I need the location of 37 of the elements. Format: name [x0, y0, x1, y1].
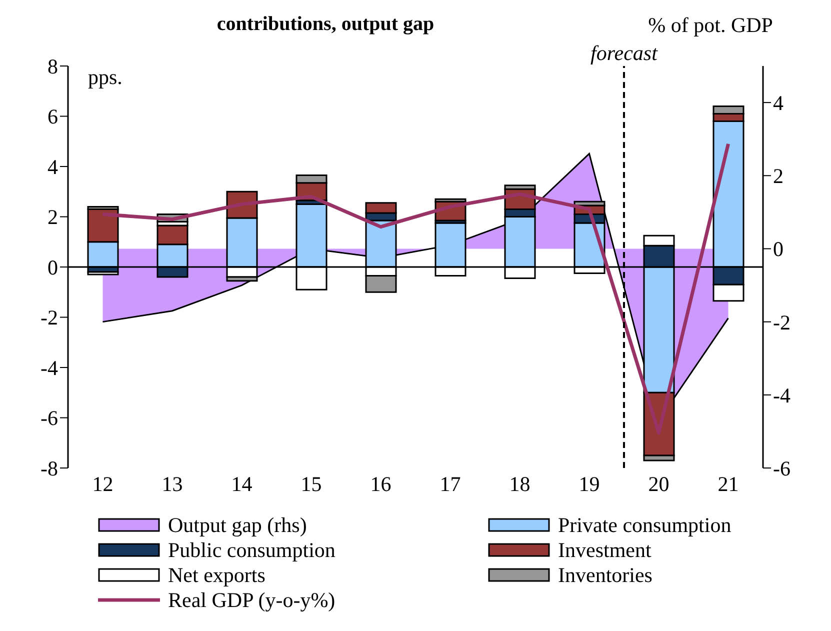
chart-title: contributions, output gap: [216, 13, 434, 35]
x-tick-label: 17: [440, 472, 461, 496]
x-tick-label: 19: [578, 472, 600, 496]
x-tick-label: 12: [92, 472, 114, 496]
y-axis-title: pps.: [88, 65, 122, 89]
y-tick-label: -6: [40, 406, 58, 430]
legend-label: Public consumption: [168, 538, 336, 562]
y-tick-label: -4: [40, 356, 58, 380]
y-tick-label: 6: [48, 104, 58, 129]
y-tick-label: 2: [48, 205, 58, 230]
x-tick-label: 16: [370, 472, 392, 496]
y2-axis-title: % of pot. GDP: [648, 13, 773, 37]
x-tick-label: 21: [718, 472, 739, 496]
legend-label: Net exports: [168, 563, 266, 587]
y2-tick-label: -4: [773, 383, 791, 408]
y-tick-label: 0: [48, 255, 58, 280]
bar: [87, 271, 119, 276]
legend-label: Investment: [558, 538, 652, 562]
y-tick-label: -2: [40, 306, 58, 330]
y2-tick-label: -6: [773, 456, 790, 480]
y-tick-label: 4: [48, 154, 58, 179]
y2-tick-label: 0: [773, 237, 784, 262]
legend-label: Private consumption: [558, 513, 732, 537]
legend-label: Real GDP (y-o-y%): [168, 588, 336, 612]
x-tick-label: 15: [300, 472, 322, 496]
x-tick-label: 14: [231, 472, 253, 496]
y2-tick-label: 4: [773, 91, 784, 115]
legend-label: Output gap (rhs): [168, 513, 307, 537]
x-tick-label: 18: [509, 472, 530, 496]
legend-label: Inventories: [558, 563, 652, 587]
x-tick-label: 20: [648, 472, 670, 496]
y-tick-label: 8: [48, 54, 58, 78]
x-tick-label: 13: [162, 472, 183, 496]
y2-tick-label: 2: [773, 164, 784, 188]
y-tick-label: -8: [40, 456, 58, 480]
y2-tick-label: -2: [773, 310, 790, 334]
ref-line-label: forecast: [590, 41, 659, 65]
